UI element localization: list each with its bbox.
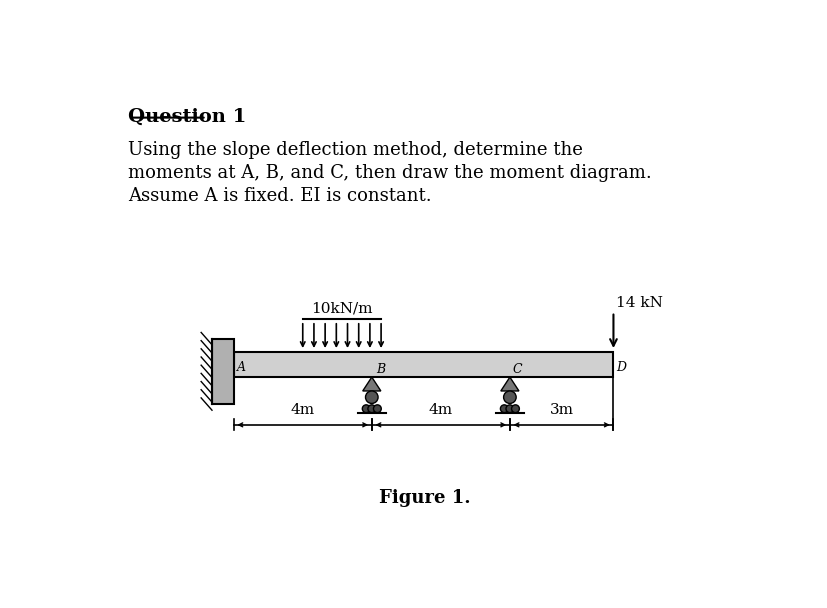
- Text: Figure 1.: Figure 1.: [378, 489, 470, 506]
- Bar: [212, 339, 233, 404]
- Circle shape: [500, 405, 508, 413]
- Text: 10kN/m: 10kN/m: [311, 302, 372, 316]
- Text: Question 1: Question 1: [128, 108, 246, 126]
- Text: 4m: 4m: [290, 403, 314, 417]
- Circle shape: [511, 405, 519, 413]
- Circle shape: [505, 405, 514, 413]
- Circle shape: [367, 405, 375, 413]
- Text: 3m: 3m: [549, 403, 573, 417]
- Text: moments at A, B, and C, then draw the moment diagram.: moments at A, B, and C, then draw the mo…: [128, 164, 652, 182]
- Circle shape: [373, 405, 380, 413]
- Polygon shape: [362, 377, 380, 391]
- Text: C: C: [513, 362, 522, 376]
- Bar: [233, 351, 613, 377]
- Text: 14 kN: 14 kN: [615, 296, 662, 310]
- Text: 4m: 4m: [428, 403, 452, 417]
- Text: D: D: [615, 361, 625, 374]
- Text: Assume A is fixed. EI is constant.: Assume A is fixed. EI is constant.: [128, 187, 432, 205]
- Polygon shape: [500, 377, 519, 391]
- Text: B: B: [376, 362, 385, 376]
- Circle shape: [503, 391, 515, 404]
- Text: A: A: [237, 361, 246, 374]
- Circle shape: [365, 391, 378, 404]
- Text: Using the slope deflection method, determine the: Using the slope deflection method, deter…: [128, 140, 582, 159]
- Circle shape: [362, 405, 370, 413]
